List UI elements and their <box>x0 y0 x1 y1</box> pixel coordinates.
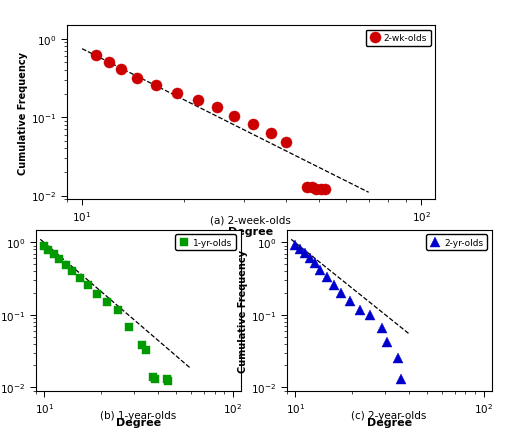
2-yr-olds <box>312 261 318 266</box>
X-axis label: Degree: Degree <box>116 418 161 427</box>
Legend: 2-yr-olds: 2-yr-olds <box>426 234 487 251</box>
2-yr-olds <box>324 275 330 280</box>
1-yr-olds <box>69 269 75 274</box>
1-yr-olds <box>165 379 172 384</box>
1-yr-olds <box>104 300 110 305</box>
2-wk-olds <box>304 184 310 190</box>
1-yr-olds <box>150 374 156 379</box>
2-yr-olds <box>302 251 308 256</box>
2-yr-olds <box>338 291 344 296</box>
Legend: 1-yr-olds: 1-yr-olds <box>175 234 236 251</box>
2-yr-olds <box>395 356 401 361</box>
2-wk-olds <box>118 67 124 72</box>
1-yr-olds <box>56 257 62 263</box>
2-wk-olds <box>93 53 99 59</box>
Line: 2-wk-olds: 2-wk-olds <box>91 50 330 195</box>
2-yr-olds <box>357 308 363 313</box>
2-yr-olds <box>398 376 404 381</box>
1-yr-olds <box>152 376 158 381</box>
1-yr-olds <box>94 292 100 297</box>
2-wk-olds <box>195 99 201 104</box>
2-yr-olds <box>379 326 386 331</box>
2-yr-olds <box>317 267 324 273</box>
1-yr-olds <box>77 276 83 281</box>
2-yr-olds <box>383 340 390 345</box>
1-yr-olds <box>46 248 52 253</box>
2-wk-olds <box>268 131 274 136</box>
1-yr-olds <box>41 244 48 250</box>
Text: (b) 1-year-olds: (b) 1-year-olds <box>100 410 176 420</box>
Text: (a) 2-week-olds: (a) 2-week-olds <box>210 215 291 225</box>
2-wk-olds <box>106 61 112 66</box>
Y-axis label: Cumulative Frequency: Cumulative Frequency <box>238 249 248 372</box>
2-wk-olds <box>322 187 328 193</box>
1-yr-olds <box>115 308 121 313</box>
1-yr-olds <box>139 343 145 348</box>
2-wk-olds <box>283 140 289 145</box>
X-axis label: Degree: Degree <box>367 418 412 427</box>
2-wk-olds <box>230 114 237 119</box>
2-wk-olds <box>250 122 257 127</box>
2-wk-olds <box>134 76 140 81</box>
1-yr-olds <box>163 376 169 381</box>
2-yr-olds <box>307 256 313 261</box>
1-yr-olds <box>125 325 132 330</box>
2-yr-olds <box>297 247 303 252</box>
2-wk-olds <box>317 187 324 193</box>
2-wk-olds <box>174 91 180 96</box>
2-yr-olds <box>367 312 373 318</box>
2-yr-olds <box>347 299 353 304</box>
Line: 2-yr-olds: 2-yr-olds <box>290 240 406 384</box>
2-yr-olds <box>292 243 298 248</box>
2-wk-olds <box>153 84 159 89</box>
Y-axis label: Cumulative Frequency: Cumulative Frequency <box>18 52 28 174</box>
1-yr-olds <box>85 283 91 288</box>
Line: 1-yr-olds: 1-yr-olds <box>40 243 173 386</box>
2-wk-olds <box>308 184 314 190</box>
1-yr-olds <box>51 252 57 257</box>
2-wk-olds <box>313 187 319 193</box>
1-yr-olds <box>63 263 69 268</box>
2-wk-olds <box>214 105 220 110</box>
Text: (c) 2-year-olds: (c) 2-year-olds <box>351 410 427 420</box>
Legend: 2-wk-olds: 2-wk-olds <box>366 30 431 47</box>
X-axis label: Degree: Degree <box>228 227 273 237</box>
2-yr-olds <box>331 283 337 288</box>
1-yr-olds <box>143 347 149 352</box>
